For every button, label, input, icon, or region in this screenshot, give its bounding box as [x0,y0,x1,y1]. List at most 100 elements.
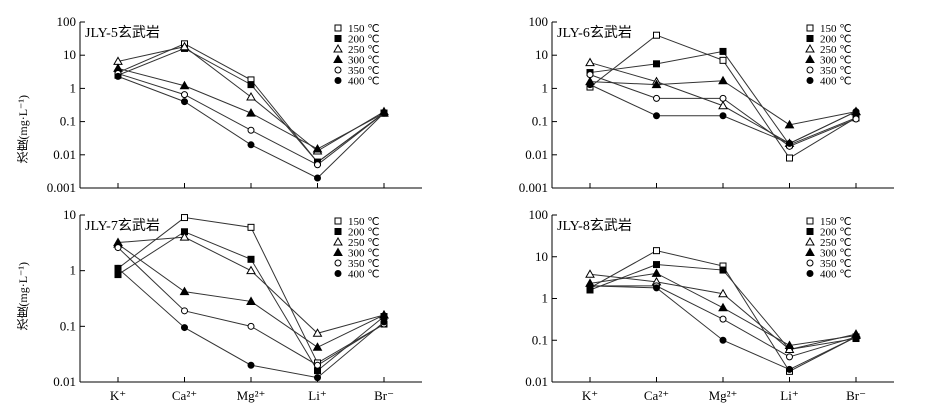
data-point [247,361,255,369]
data-point [718,75,728,85]
data-point [246,92,256,101]
legend-marker [333,43,343,53]
legend-label: 200 ℃ [820,34,852,46]
data-point [181,91,188,99]
data-point [380,318,388,326]
data-point [380,109,388,117]
legend-label: 150 ℃ [820,23,852,35]
y-axis-label-top: 浓度(mg·L⁻¹) [16,95,30,164]
y-tick-label: 10 [535,249,548,264]
data-point [852,333,860,341]
data-point [784,340,795,349]
data-point [314,374,321,382]
legend-marker [806,259,814,267]
legend-marker [806,228,814,235]
data-point [314,174,321,182]
legend-marker [806,24,814,32]
legend-marker [805,236,815,246]
x-tick-label: Mg²⁺ [237,388,266,403]
legend-label: 350 ℃ [820,65,852,77]
data-point [653,94,660,102]
legend-marker [805,247,815,256]
data-point [719,56,727,64]
panel-title: JLY-6玄武岩 [557,24,632,41]
y-tick-label: 0.01 [525,374,548,389]
y-tick-label: 10 [63,207,76,222]
data-point [786,365,793,373]
data-point [247,126,255,134]
legend-marker [334,270,342,277]
x-tick-label: Ca²⁺ [644,388,669,403]
data-point [179,232,190,241]
data-point [852,108,860,116]
legend-label: 200 ℃ [820,227,852,239]
legend-marker [334,217,342,225]
y-tick-label: 0.001 [519,180,548,195]
data-point [585,269,595,278]
data-point [718,302,728,312]
y-tick-label: 1 [542,80,549,95]
data-point [653,247,660,255]
data-point [246,108,256,117]
data-point [179,286,190,296]
data-point [247,255,255,263]
data-point [247,81,255,89]
legend-label: 300 ℃ [348,55,380,67]
legend-label: 250 ℃ [820,237,852,249]
data-point [719,112,727,120]
legend-label: 350 ℃ [348,65,380,77]
x-tick-label: Li⁺ [780,388,798,403]
legend-marker [806,270,814,277]
series-line [589,74,857,147]
data-point [114,264,122,272]
y-tick-label: 10 [63,47,76,62]
data-point [314,361,321,369]
data-point [719,47,727,55]
legend-marker [806,217,814,225]
y-tick-label: 1 [542,291,549,306]
panel-title: JLY-5玄武岩 [85,24,160,41]
legend-marker [806,66,814,74]
data-point [181,214,188,222]
data-point [852,115,860,123]
data-point [786,139,793,147]
data-point [247,322,255,330]
legend-label: 250 ℃ [348,237,380,249]
data-point [653,112,660,120]
legend-label: 400 ℃ [820,76,852,88]
legend-label: 400 ℃ [820,269,852,281]
panel-title: JLY-7玄武岩 [85,217,160,234]
legend-label: 250 ℃ [348,44,380,56]
y-tick-label: 0.1 [60,318,76,333]
x-tick-label: Ca²⁺ [172,388,197,403]
legend-label: 300 ℃ [820,248,852,260]
data-point [379,309,389,319]
data-point [314,161,321,169]
y-tick-label: 0.01 [53,374,76,389]
y-tick-label: 100 [529,207,549,222]
y-tick-label: 0.01 [53,147,76,162]
legend-label: 150 ℃ [348,23,380,35]
data-point [786,353,793,361]
data-point [719,336,727,344]
data-point [653,60,660,68]
legend-label: 150 ℃ [348,216,380,228]
legend-marker [334,66,342,74]
data-point [784,344,795,354]
data-point [312,143,323,153]
data-point [719,94,727,102]
data-point [114,72,122,80]
legend-marker [333,247,343,256]
data-point [719,315,727,323]
data-point [312,328,323,337]
legend-label: 350 ℃ [348,258,380,270]
x-tick-label: Br⁻ [374,388,394,403]
legend-marker [806,35,814,42]
data-point [653,261,660,269]
data-point [786,154,793,162]
legend-marker [806,77,814,84]
